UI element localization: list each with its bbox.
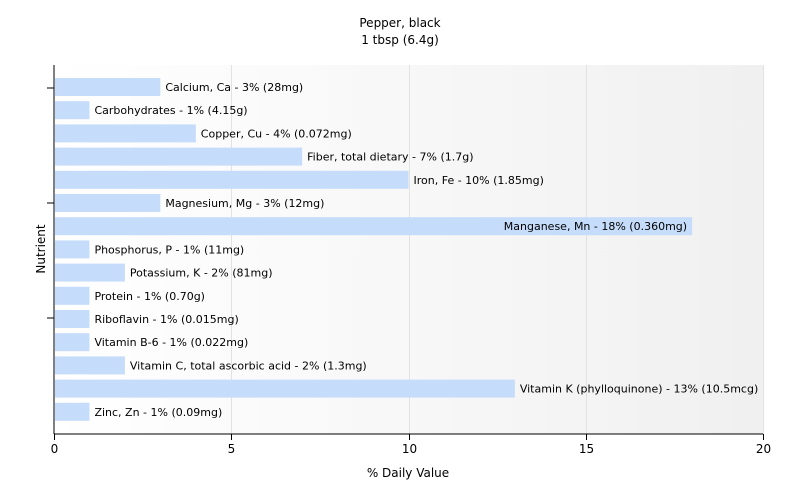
bar: [55, 402, 90, 421]
bar-label: Fiber, total dietary - 7% (1.7g): [307, 151, 473, 164]
x-tick-label: 10: [402, 442, 417, 456]
bar: [55, 147, 303, 166]
bar-label: Calcium, Ca - 3% (28mg): [165, 81, 303, 94]
bar-label: Protein - 1% (0.70g): [94, 290, 205, 303]
x-axis-ticks: 0 5 10 15 20: [51, 434, 771, 456]
chart-title: Pepper, black: [359, 16, 440, 30]
bar-label: Riboflavin - 1% (0.015mg): [94, 313, 238, 326]
chart-subtitle: 1 tbsp (6.4g): [361, 33, 439, 47]
bar-label: Zinc, Zn - 1% (0.09mg): [94, 406, 222, 419]
y-axis-ticks: [47, 87, 54, 319]
bar: [55, 78, 161, 96]
bar-label: Carbohydrates - 1% (4.15g): [94, 104, 247, 117]
bar: [55, 240, 90, 259]
bar-label: Copper, Cu - 4% (0.072mg): [201, 127, 352, 140]
bar: [55, 286, 90, 305]
x-tick-label: 15: [579, 442, 594, 456]
bars: [55, 78, 693, 421]
gridlines: [231, 65, 764, 434]
x-tick-label: 5: [228, 442, 236, 456]
x-tick-label: 0: [51, 442, 59, 456]
bar: [55, 379, 515, 398]
bar-label: Iron, Fe - 10% (1.85mg): [414, 174, 544, 187]
bar-label: Vitamin K (phylloquinone) - 13% (10.5mcg…: [520, 383, 758, 396]
x-axis-label: % Daily Value: [367, 466, 449, 480]
bar-label: Vitamin B-6 - 1% (0.022mg): [94, 336, 248, 349]
bar: [55, 101, 90, 120]
bar: [55, 310, 90, 328]
bar-label: Vitamin C, total ascorbic acid - 2% (1.3…: [130, 359, 367, 372]
bar-label: Manganese, Mn - 18% (0.360mg): [504, 220, 687, 233]
bar: [55, 263, 125, 282]
bar-label: Potassium, K - 2% (81mg): [130, 267, 273, 280]
x-tick-label: 20: [756, 442, 771, 456]
bar-label: Magnesium, Mg - 3% (12mg): [165, 197, 324, 210]
bar: [55, 170, 409, 189]
bar-labels: Calcium, Ca - 3% (28mg) Carbohydrates - 1…: [94, 81, 758, 419]
y-axis-label: Nutrient: [34, 224, 48, 274]
bar-label: Phosphorus, P - 1% (11mg): [94, 243, 244, 256]
bar: [55, 217, 693, 236]
bar: [55, 356, 125, 375]
bar: [55, 124, 196, 143]
bar: [55, 194, 161, 212]
bar: [55, 333, 90, 352]
